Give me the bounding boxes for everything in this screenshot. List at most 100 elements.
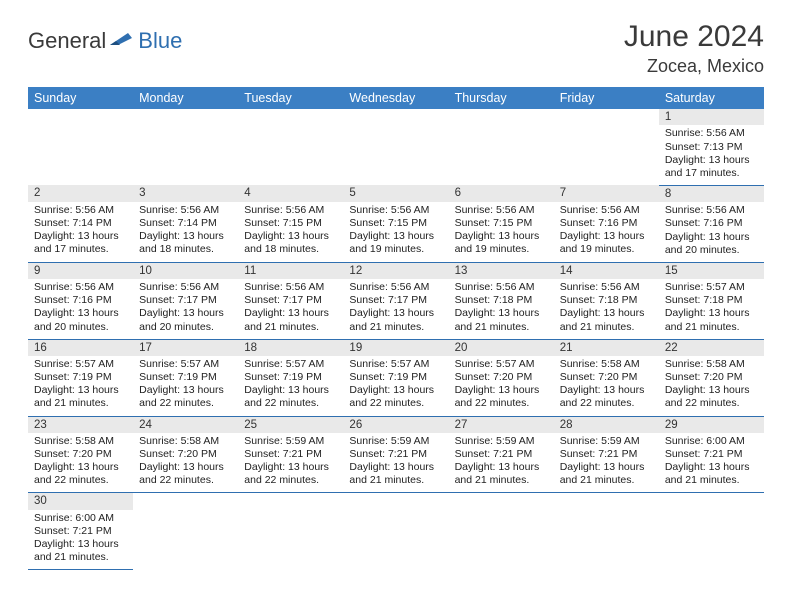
daylight-line-2: and 17 minutes.: [665, 167, 758, 180]
day-number: 18: [238, 340, 343, 356]
daylight-line-1: Daylight: 13 hours: [665, 384, 758, 397]
calendar-cell: 7Sunrise: 5:56 AMSunset: 7:16 PMDaylight…: [554, 185, 659, 262]
calendar-cell: 14Sunrise: 5:56 AMSunset: 7:18 PMDayligh…: [554, 262, 659, 339]
calendar-cell: [659, 493, 764, 570]
sunrise-line: Sunrise: 5:57 AM: [349, 358, 442, 371]
daylight-line-2: and 22 minutes.: [139, 397, 232, 410]
daylight-line-1: Daylight: 13 hours: [244, 307, 337, 320]
day-number: 24: [133, 417, 238, 433]
calendar-header-row: SundayMondayTuesdayWednesdayThursdayFrid…: [28, 87, 764, 109]
weekday-header: Tuesday: [238, 87, 343, 109]
daylight-line-2: and 21 minutes.: [34, 397, 127, 410]
calendar-cell: 1Sunrise: 5:56 AMSunset: 7:13 PMDaylight…: [659, 109, 764, 185]
day-number: 23: [28, 417, 133, 433]
day-number: 16: [28, 340, 133, 356]
day-number: 29: [659, 417, 764, 433]
sunset-line: Sunset: 7:14 PM: [34, 217, 127, 230]
daylight-line-1: Daylight: 13 hours: [455, 307, 548, 320]
daylight-line-1: Daylight: 13 hours: [139, 384, 232, 397]
day-number: 1: [659, 109, 764, 125]
calendar-cell: [28, 109, 133, 185]
sunrise-line: Sunrise: 5:59 AM: [244, 435, 337, 448]
sunrise-line: Sunrise: 6:00 AM: [665, 435, 758, 448]
daylight-line-2: and 18 minutes.: [244, 243, 337, 256]
calendar-cell: 4Sunrise: 5:56 AMSunset: 7:15 PMDaylight…: [238, 185, 343, 262]
sunrise-line: Sunrise: 5:58 AM: [665, 358, 758, 371]
calendar-cell: 29Sunrise: 6:00 AMSunset: 7:21 PMDayligh…: [659, 416, 764, 493]
sunset-line: Sunset: 7:16 PM: [665, 217, 758, 230]
calendar-cell: 25Sunrise: 5:59 AMSunset: 7:21 PMDayligh…: [238, 416, 343, 493]
sunset-line: Sunset: 7:21 PM: [349, 448, 442, 461]
day-number: 5: [343, 185, 448, 201]
sunset-line: Sunset: 7:21 PM: [34, 525, 127, 538]
daylight-line-2: and 21 minutes.: [349, 474, 442, 487]
calendar-cell: [449, 109, 554, 185]
daylight-line-2: and 18 minutes.: [139, 243, 232, 256]
daylight-line-2: and 22 minutes.: [139, 474, 232, 487]
calendar-cell: 18Sunrise: 5:57 AMSunset: 7:19 PMDayligh…: [238, 339, 343, 416]
daylight-line-1: Daylight: 13 hours: [455, 461, 548, 474]
day-number: 17: [133, 340, 238, 356]
daylight-line-2: and 22 minutes.: [244, 474, 337, 487]
sunset-line: Sunset: 7:19 PM: [244, 371, 337, 384]
daylight-line-2: and 21 minutes.: [665, 474, 758, 487]
calendar-cell: 2Sunrise: 5:56 AMSunset: 7:14 PMDaylight…: [28, 185, 133, 262]
sunset-line: Sunset: 7:13 PM: [665, 141, 758, 154]
sunrise-line: Sunrise: 5:57 AM: [455, 358, 548, 371]
day-number: 26: [343, 417, 448, 433]
header: General Blue June 2024 Zocea, Mexico: [28, 20, 764, 77]
daylight-line-2: and 22 minutes.: [560, 397, 653, 410]
day-number: 8: [659, 186, 764, 202]
daylight-line-2: and 19 minutes.: [560, 243, 653, 256]
daylight-line-1: Daylight: 13 hours: [34, 461, 127, 474]
calendar-cell: [343, 493, 448, 570]
sunrise-line: Sunrise: 5:56 AM: [665, 127, 758, 140]
day-number: 3: [133, 185, 238, 201]
weekday-header: Saturday: [659, 87, 764, 109]
weekday-header: Thursday: [449, 87, 554, 109]
daylight-line-2: and 17 minutes.: [34, 243, 127, 256]
day-number: 21: [554, 340, 659, 356]
sunrise-line: Sunrise: 5:56 AM: [349, 281, 442, 294]
day-number: 9: [28, 263, 133, 279]
calendar-cell: 5Sunrise: 5:56 AMSunset: 7:15 PMDaylight…: [343, 185, 448, 262]
daylight-line-2: and 22 minutes.: [665, 397, 758, 410]
daylight-line-2: and 21 minutes.: [560, 321, 653, 334]
day-number: 14: [554, 263, 659, 279]
location: Zocea, Mexico: [624, 56, 764, 77]
calendar-table: SundayMondayTuesdayWednesdayThursdayFrid…: [28, 87, 764, 570]
calendar-cell: 21Sunrise: 5:58 AMSunset: 7:20 PMDayligh…: [554, 339, 659, 416]
logo-text-blue: Blue: [138, 28, 182, 54]
daylight-line-1: Daylight: 13 hours: [349, 230, 442, 243]
daylight-line-1: Daylight: 13 hours: [139, 230, 232, 243]
daylight-line-1: Daylight: 13 hours: [139, 307, 232, 320]
daylight-line-1: Daylight: 13 hours: [665, 461, 758, 474]
calendar-cell: [343, 109, 448, 185]
sunset-line: Sunset: 7:20 PM: [665, 371, 758, 384]
calendar-cell: 28Sunrise: 5:59 AMSunset: 7:21 PMDayligh…: [554, 416, 659, 493]
daylight-line-2: and 20 minutes.: [139, 321, 232, 334]
sunset-line: Sunset: 7:21 PM: [244, 448, 337, 461]
daylight-line-1: Daylight: 13 hours: [139, 461, 232, 474]
day-number: 6: [449, 185, 554, 201]
daylight-line-1: Daylight: 13 hours: [244, 461, 337, 474]
daylight-line-1: Daylight: 13 hours: [244, 230, 337, 243]
sunset-line: Sunset: 7:17 PM: [139, 294, 232, 307]
calendar-cell: 13Sunrise: 5:56 AMSunset: 7:18 PMDayligh…: [449, 262, 554, 339]
weekday-header: Friday: [554, 87, 659, 109]
day-number: 19: [343, 340, 448, 356]
calendar-cell: [449, 493, 554, 570]
daylight-line-2: and 19 minutes.: [349, 243, 442, 256]
calendar-cell: 11Sunrise: 5:56 AMSunset: 7:17 PMDayligh…: [238, 262, 343, 339]
flag-icon: [110, 29, 136, 54]
daylight-line-1: Daylight: 13 hours: [349, 307, 442, 320]
daylight-line-2: and 22 minutes.: [34, 474, 127, 487]
sunrise-line: Sunrise: 5:56 AM: [244, 281, 337, 294]
calendar-cell: 22Sunrise: 5:58 AMSunset: 7:20 PMDayligh…: [659, 339, 764, 416]
sunrise-line: Sunrise: 5:56 AM: [455, 204, 548, 217]
daylight-line-2: and 19 minutes.: [455, 243, 548, 256]
day-number: 27: [449, 417, 554, 433]
sunrise-line: Sunrise: 5:56 AM: [139, 204, 232, 217]
sunrise-line: Sunrise: 5:56 AM: [560, 281, 653, 294]
sunrise-line: Sunrise: 5:59 AM: [455, 435, 548, 448]
